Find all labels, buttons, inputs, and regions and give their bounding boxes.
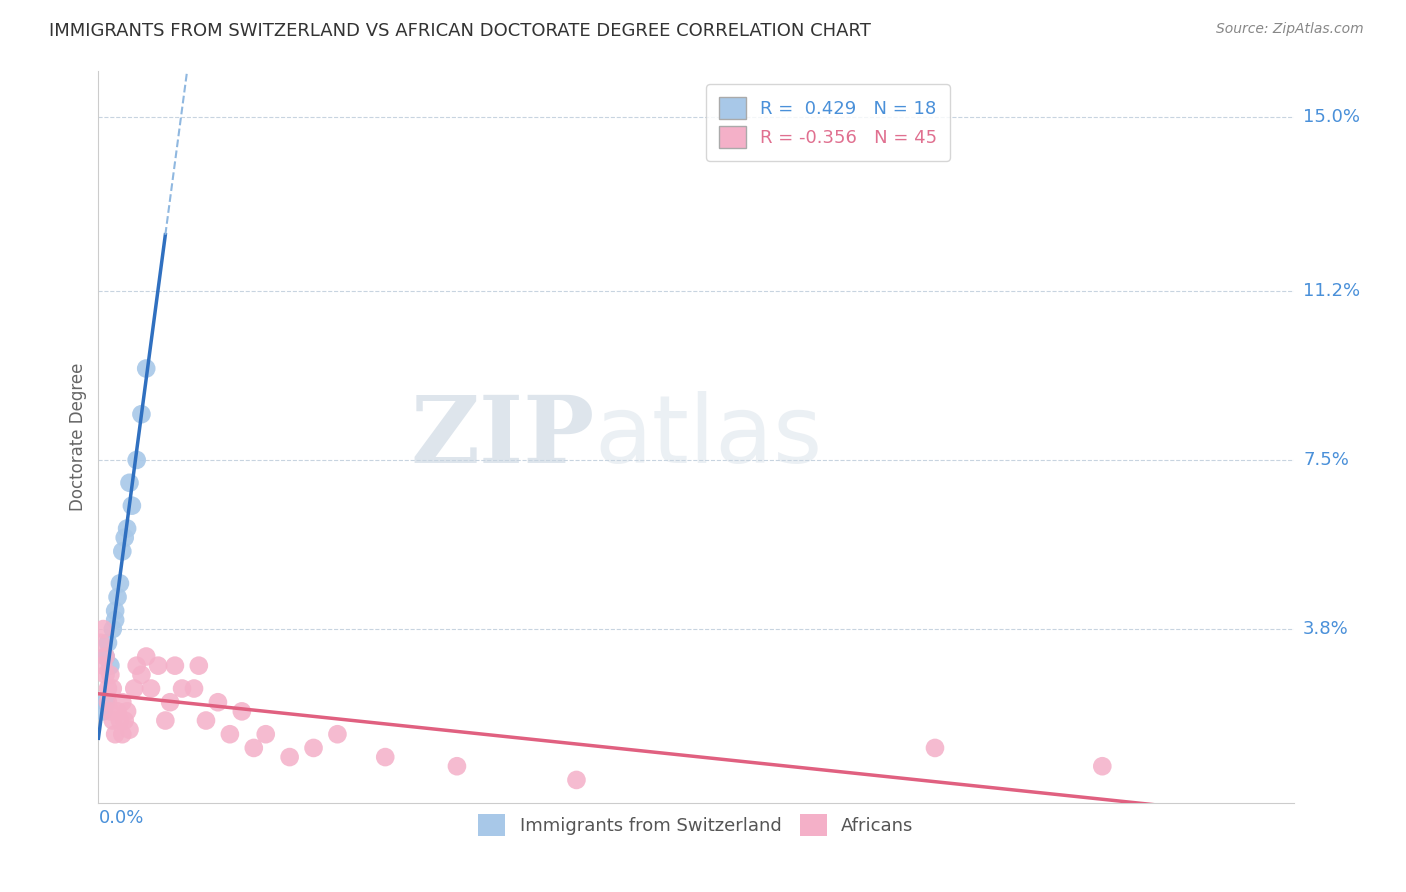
Point [94,695,117,709]
Point [195,714,218,728]
Point [107,705,129,719]
Point [94,667,117,681]
Legend: Immigrants from Switzerland, Africans: Immigrants from Switzerland, Africans [470,805,922,845]
Point [114,714,136,728]
Point [183,681,205,696]
Point [159,695,181,709]
Point [446,759,468,773]
Text: 11.2%: 11.2% [1303,282,1360,300]
Point [131,407,153,421]
Text: ZIP: ZIP [411,392,595,482]
Point [97,695,120,709]
Point [254,727,277,741]
Point [326,727,349,741]
Text: atlas: atlas [595,391,823,483]
Point [125,658,148,673]
Point [98,658,122,673]
Point [163,658,186,673]
Point [118,475,141,490]
Point [219,727,242,741]
Point [1091,759,1114,773]
Text: IMMIGRANTS FROM SWITZERLAND VS AFRICAN DOCTORATE DEGREE CORRELATION CHART: IMMIGRANTS FROM SWITZERLAND VS AFRICAN D… [49,22,872,40]
Text: Source: ZipAtlas.com: Source: ZipAtlas.com [1216,22,1364,37]
Point [101,714,124,728]
Point [187,658,209,673]
Point [121,499,143,513]
Point [125,453,148,467]
Point [111,544,134,558]
Point [107,590,129,604]
Point [104,604,127,618]
Point [91,705,114,719]
Point [148,658,170,673]
Y-axis label: Doctorate Degree: Doctorate Degree [69,363,87,511]
Point [302,740,325,755]
Point [97,681,120,696]
Point [94,649,117,664]
Point [111,727,134,741]
Point [243,740,266,755]
Point [94,649,117,664]
Point [108,576,131,591]
Point [91,658,114,673]
Point [104,613,127,627]
Point [90,636,112,650]
Point [131,667,153,681]
Point [108,714,131,728]
Text: 3.8%: 3.8% [1303,620,1348,638]
Point [98,705,122,719]
Point [111,695,134,709]
Point [97,636,120,650]
Point [104,727,127,741]
Point [101,622,124,636]
Point [114,531,136,545]
Point [231,705,253,719]
Point [374,750,396,764]
Point [91,622,114,636]
Point [155,714,177,728]
Text: 7.5%: 7.5% [1303,451,1348,469]
Point [135,649,157,664]
Text: 0.0%: 0.0% [98,809,143,827]
Point [207,695,229,709]
Point [172,681,194,696]
Text: 15.0%: 15.0% [1303,108,1360,126]
Point [101,681,124,696]
Point [924,740,946,755]
Point [565,772,588,787]
Point [278,750,301,764]
Point [139,681,162,696]
Point [98,667,122,681]
Point [118,723,141,737]
Point [115,705,138,719]
Point [135,361,157,376]
Point [124,681,146,696]
Point [115,521,138,535]
